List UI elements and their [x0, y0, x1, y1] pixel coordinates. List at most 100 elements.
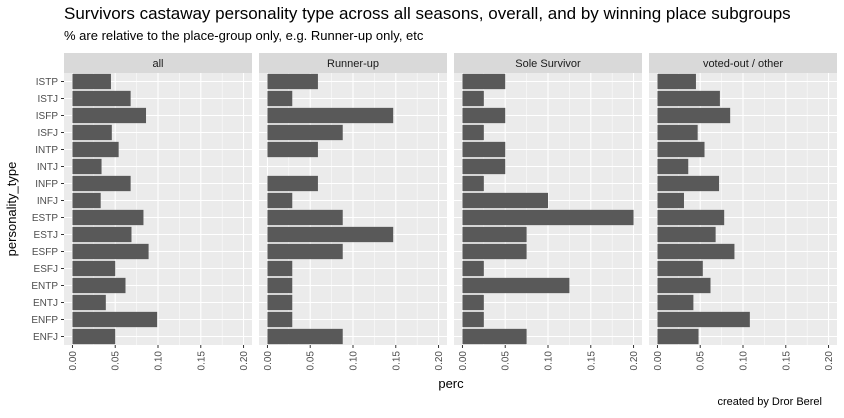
x-tick-label: 0.00	[458, 351, 469, 371]
bar-intj	[657, 158, 689, 175]
bar-enfj	[657, 328, 699, 345]
bar-enfj	[267, 328, 343, 345]
x-axis-title: perc	[438, 376, 464, 391]
x-tick-label: 0.00	[263, 351, 274, 371]
y-tick-label: INFP	[35, 179, 58, 190]
bar-esfj	[267, 260, 293, 277]
bar-infj	[657, 192, 684, 209]
bar-entp	[657, 277, 711, 294]
bar-entj	[267, 294, 293, 311]
y-tick-label: ISFP	[36, 111, 59, 122]
bar-esfj	[462, 260, 484, 277]
bar-isfp	[72, 107, 147, 124]
bar-istj	[72, 90, 131, 107]
y-tick-label: INTP	[35, 145, 58, 156]
bar-intp	[72, 141, 119, 158]
chart-subtitle: % are relative to the place-group only, …	[64, 28, 424, 43]
bar-entj	[72, 294, 106, 311]
x-tick-label: 0.10	[739, 351, 750, 371]
bar-esfp	[72, 243, 149, 260]
y-tick-label: ESFP	[32, 247, 58, 258]
chart-title: Survivors castaway personality type acro…	[64, 4, 791, 23]
bar-infp	[72, 175, 131, 192]
bar-infj	[462, 192, 548, 209]
bar-istp	[72, 73, 111, 90]
x-tick-label: 0.10	[154, 351, 165, 371]
x-tick-label: 0.20	[629, 351, 640, 371]
bar-enfj	[462, 328, 527, 345]
facet-strip-label: voted-out / other	[703, 58, 783, 70]
bar-isfp	[267, 107, 394, 124]
x-tick-label: 0.10	[544, 351, 555, 371]
bar-isfj	[72, 124, 112, 141]
bar-esfj	[657, 260, 703, 277]
y-tick-label: ENFJ	[33, 332, 58, 343]
bar-enfp	[72, 311, 158, 328]
bar-istp	[657, 73, 696, 90]
bar-estp	[462, 209, 634, 226]
x-tick-label: 0.15	[391, 351, 402, 371]
y-tick-label: ESTP	[32, 213, 58, 224]
bar-entp	[267, 277, 293, 294]
x-tick-label: 0.05	[306, 351, 317, 371]
bar-entp	[72, 277, 126, 294]
y-tick-label: ENTJ	[33, 298, 58, 309]
x-tick-label: 0.05	[501, 351, 512, 371]
bar-esfp	[462, 243, 527, 260]
y-tick-label: INFJ	[37, 196, 58, 207]
facet-strip-label: Sole Survivor	[515, 58, 581, 70]
x-tick-label: 0.05	[111, 351, 122, 371]
bar-infj	[72, 192, 101, 209]
x-tick-label: 0.15	[781, 351, 792, 371]
x-tick-label: 0.20	[824, 351, 835, 371]
y-tick-label: ESFJ	[34, 264, 58, 275]
bar-intj	[72, 158, 102, 175]
x-tick-label: 0.00	[653, 351, 664, 371]
bar-isfj	[657, 124, 698, 141]
bar-infj	[267, 192, 293, 209]
bar-isfp	[462, 107, 506, 124]
bar-estp	[72, 209, 144, 226]
x-tick-label: 0.20	[434, 351, 445, 371]
bar-infp	[462, 175, 484, 192]
x-tick-label: 0.15	[196, 351, 207, 371]
facet-strip	[64, 53, 252, 73]
bar-infp	[657, 175, 720, 192]
x-tick-label: 0.15	[586, 351, 597, 371]
bar-esfp	[267, 243, 343, 260]
bar-estj	[657, 226, 716, 243]
x-tick-label: 0.20	[239, 351, 250, 371]
y-tick-label: ISFJ	[37, 128, 58, 139]
bar-enfp	[462, 311, 484, 328]
y-tick-label: INTJ	[37, 162, 58, 173]
bar-isfj	[462, 124, 484, 141]
y-tick-label: ENFP	[31, 315, 58, 326]
y-tick-label: ISTJ	[37, 94, 58, 105]
bar-esfj	[72, 260, 116, 277]
bar-estp	[267, 209, 343, 226]
bar-entj	[462, 294, 484, 311]
bar-intp	[462, 141, 506, 158]
bar-istj	[462, 90, 484, 107]
bar-istp	[267, 73, 318, 90]
facet-strip	[259, 53, 447, 73]
bar-estp	[657, 209, 725, 226]
bar-istj	[267, 90, 293, 107]
bar-infp	[267, 175, 318, 192]
bar-enfp	[267, 311, 293, 328]
y-tick-label: ESTJ	[34, 230, 58, 241]
y-axis-title: personality_type	[4, 162, 19, 257]
y-tick-label: ISTP	[36, 77, 59, 88]
bar-estj	[72, 226, 132, 243]
facet-strip-label: Runner-up	[327, 58, 379, 70]
bar-enfj	[72, 328, 116, 345]
chart-caption: created by Dror Berel	[717, 396, 822, 408]
facet-strip	[454, 53, 642, 73]
bar-entp	[462, 277, 570, 294]
x-tick-label: 0.05	[696, 351, 707, 371]
bar-istj	[657, 90, 720, 107]
bar-istp	[462, 73, 506, 90]
bar-isfp	[657, 107, 731, 124]
bar-isfj	[267, 124, 343, 141]
